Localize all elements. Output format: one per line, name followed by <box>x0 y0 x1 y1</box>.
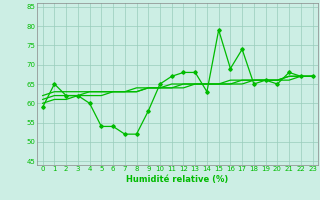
X-axis label: Humidité relative (%): Humidité relative (%) <box>126 175 229 184</box>
